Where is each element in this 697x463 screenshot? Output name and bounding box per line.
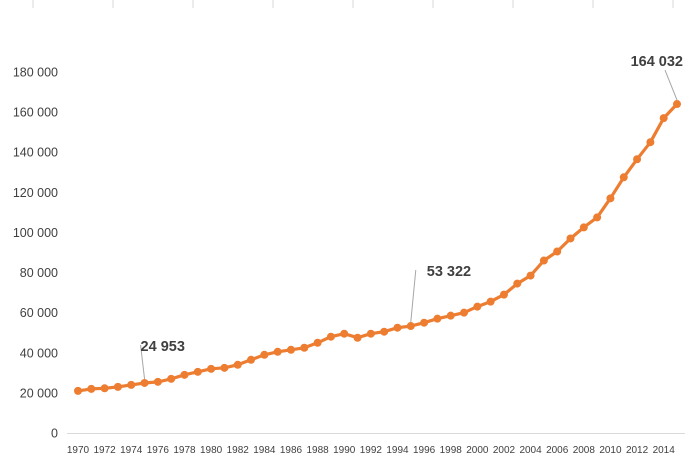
x-axis: 1970 1972 1974 1976 1978 1980 1982 1984 1986 1988… <box>67 433 685 456</box>
series-line <box>76 102 679 393</box>
x-tick-label: 1980 <box>200 445 223 456</box>
x-tick-label: 2014 <box>653 445 676 456</box>
data-point <box>420 318 429 327</box>
x-tick-label: 1988 <box>306 445 329 456</box>
data-point <box>579 223 588 232</box>
data-point <box>393 323 402 332</box>
x-tick-label: 1990 <box>333 445 356 456</box>
y-tick-label: 0 <box>51 427 58 441</box>
data-annotations: 24 953 53 322 164 032 <box>140 54 683 380</box>
x-tick-label: 2000 <box>466 445 489 456</box>
x-tick-label: 2010 <box>599 445 622 456</box>
y-axis: 0 20 000 40 000 60 000 80 000 100 000 120 000 1… <box>13 66 58 441</box>
data-point <box>313 338 322 347</box>
data-point <box>353 333 362 342</box>
data-point <box>247 355 256 364</box>
data-label: 164 032 <box>631 54 683 70</box>
data-points <box>74 100 681 395</box>
annotation-leader <box>140 344 146 380</box>
data-point <box>460 308 469 317</box>
x-tick-label: 2002 <box>493 445 516 456</box>
data-point <box>300 343 309 352</box>
data-point <box>140 378 149 387</box>
data-point <box>273 347 282 356</box>
x-tick-label: 1982 <box>227 445 250 456</box>
data-point <box>433 314 442 323</box>
x-tick-label: 2012 <box>626 445 649 456</box>
data-point <box>633 155 642 164</box>
data-label: 53 322 <box>427 264 471 280</box>
x-tick-label: 1976 <box>147 445 170 456</box>
data-point <box>499 290 508 299</box>
data-label: 24 953 <box>141 339 185 355</box>
data-point <box>553 247 562 256</box>
data-point <box>233 360 242 369</box>
x-tick-label: 1986 <box>280 445 303 456</box>
data-point <box>539 256 548 265</box>
y-tick-label: 160 000 <box>13 106 58 120</box>
data-point <box>606 194 615 203</box>
y-tick-label: 60 000 <box>20 306 58 320</box>
data-point <box>260 350 269 359</box>
data-point <box>486 297 495 306</box>
x-tick-label: 1972 <box>93 445 116 456</box>
x-tick-label: 1984 <box>253 445 276 456</box>
x-tick-label: 1992 <box>360 445 383 456</box>
y-tick-label: 100 000 <box>13 226 58 240</box>
x-tick-label: 1994 <box>386 445 409 456</box>
data-point <box>74 386 82 395</box>
data-point <box>220 363 229 372</box>
data-point <box>473 302 482 311</box>
data-point <box>366 329 375 338</box>
data-point <box>326 332 335 341</box>
data-point <box>100 384 109 393</box>
data-point <box>446 311 455 320</box>
x-tick-label: 1974 <box>120 445 143 456</box>
y-tick-label: 140 000 <box>13 146 58 160</box>
y-tick-label: 120 000 <box>13 186 58 200</box>
x-tick-label: 1970 <box>67 445 90 456</box>
data-point <box>113 382 122 391</box>
x-tick-label: 2008 <box>573 445 596 456</box>
y-tick-label: 20 000 <box>20 386 58 400</box>
annotation-leader <box>664 69 678 101</box>
data-point <box>673 100 681 109</box>
data-point <box>87 384 96 393</box>
x-tick-label: 2006 <box>546 445 569 456</box>
data-point <box>340 329 349 338</box>
x-tick-label: 1978 <box>173 445 196 456</box>
data-point <box>566 234 575 243</box>
data-point <box>526 271 535 280</box>
annotation-leader <box>410 270 417 323</box>
data-point <box>513 279 522 288</box>
data-point <box>659 114 668 123</box>
data-point <box>406 322 415 331</box>
data-point <box>127 380 136 389</box>
y-tick-label: 40 000 <box>20 346 58 360</box>
data-point <box>180 370 189 379</box>
data-point <box>646 138 655 147</box>
x-tick-label: 1998 <box>440 445 463 456</box>
data-point <box>167 374 176 383</box>
data-point <box>193 367 202 376</box>
y-tick-label: 180 000 <box>13 66 58 80</box>
data-point <box>380 327 389 336</box>
data-point <box>593 213 602 222</box>
data-point <box>286 345 295 354</box>
top-border-ticks <box>32 0 674 8</box>
x-tick-label: 2004 <box>519 445 542 456</box>
y-tick-label: 80 000 <box>20 266 58 280</box>
data-point <box>153 377 162 386</box>
data-point <box>207 364 216 373</box>
data-point <box>619 173 628 182</box>
x-tick-label: 1996 <box>413 445 436 456</box>
